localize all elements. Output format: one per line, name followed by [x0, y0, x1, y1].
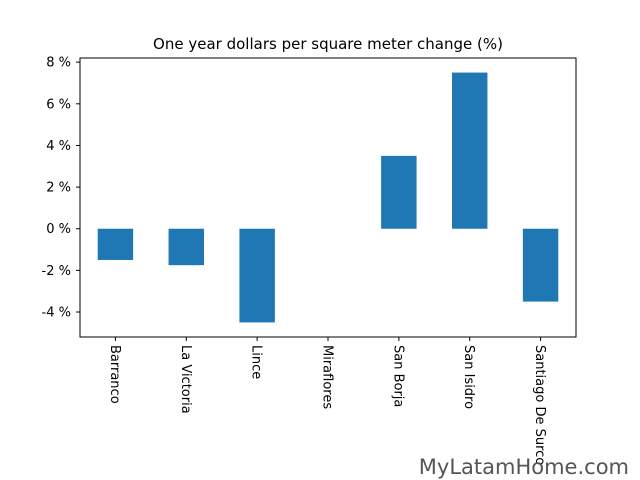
y-tick-label: 2 % — [46, 181, 71, 196]
y-tick-label: 8 % — [46, 56, 71, 71]
x-tick-label: La Victoria — [178, 345, 193, 414]
x-axis: Barranco La Victoria Lince Miraflores San Bo… — [107, 337, 547, 465]
bar-santiago-de-surco — [522, 228, 559, 302]
y-tick-label: -2 % — [42, 264, 71, 279]
x-tick-label: San Isidro — [461, 345, 476, 409]
chart-title: One year dollars per square meter change… — [153, 35, 503, 53]
x-tick-label: Miraflores — [320, 345, 335, 409]
bars-layer — [97, 72, 559, 323]
bar-san-borja — [381, 155, 417, 229]
y-tick-label: 6 % — [46, 97, 71, 112]
x-tick-label: San Borja — [390, 345, 405, 407]
x-tick-label: Lince — [249, 345, 264, 379]
x-tick-label: Santiago De Surco — [532, 345, 547, 465]
bar-lince — [239, 228, 275, 323]
plot-frame — [79, 57, 577, 338]
y-tick-label: 0 % — [46, 222, 71, 237]
y-tick-label: -4 % — [42, 306, 71, 321]
x-tick-label: Barranco — [107, 345, 122, 404]
bar-la-victoria — [168, 228, 204, 266]
y-axis: -4 % -2 % 0 % 2 % 4 % 6 % 8 % — [42, 56, 80, 321]
watermark: MyLatamHome.com — [419, 455, 629, 479]
bar-san-isidro — [452, 72, 488, 229]
y-tick-label: 4 % — [46, 139, 71, 154]
bar-barranco — [97, 228, 134, 260]
